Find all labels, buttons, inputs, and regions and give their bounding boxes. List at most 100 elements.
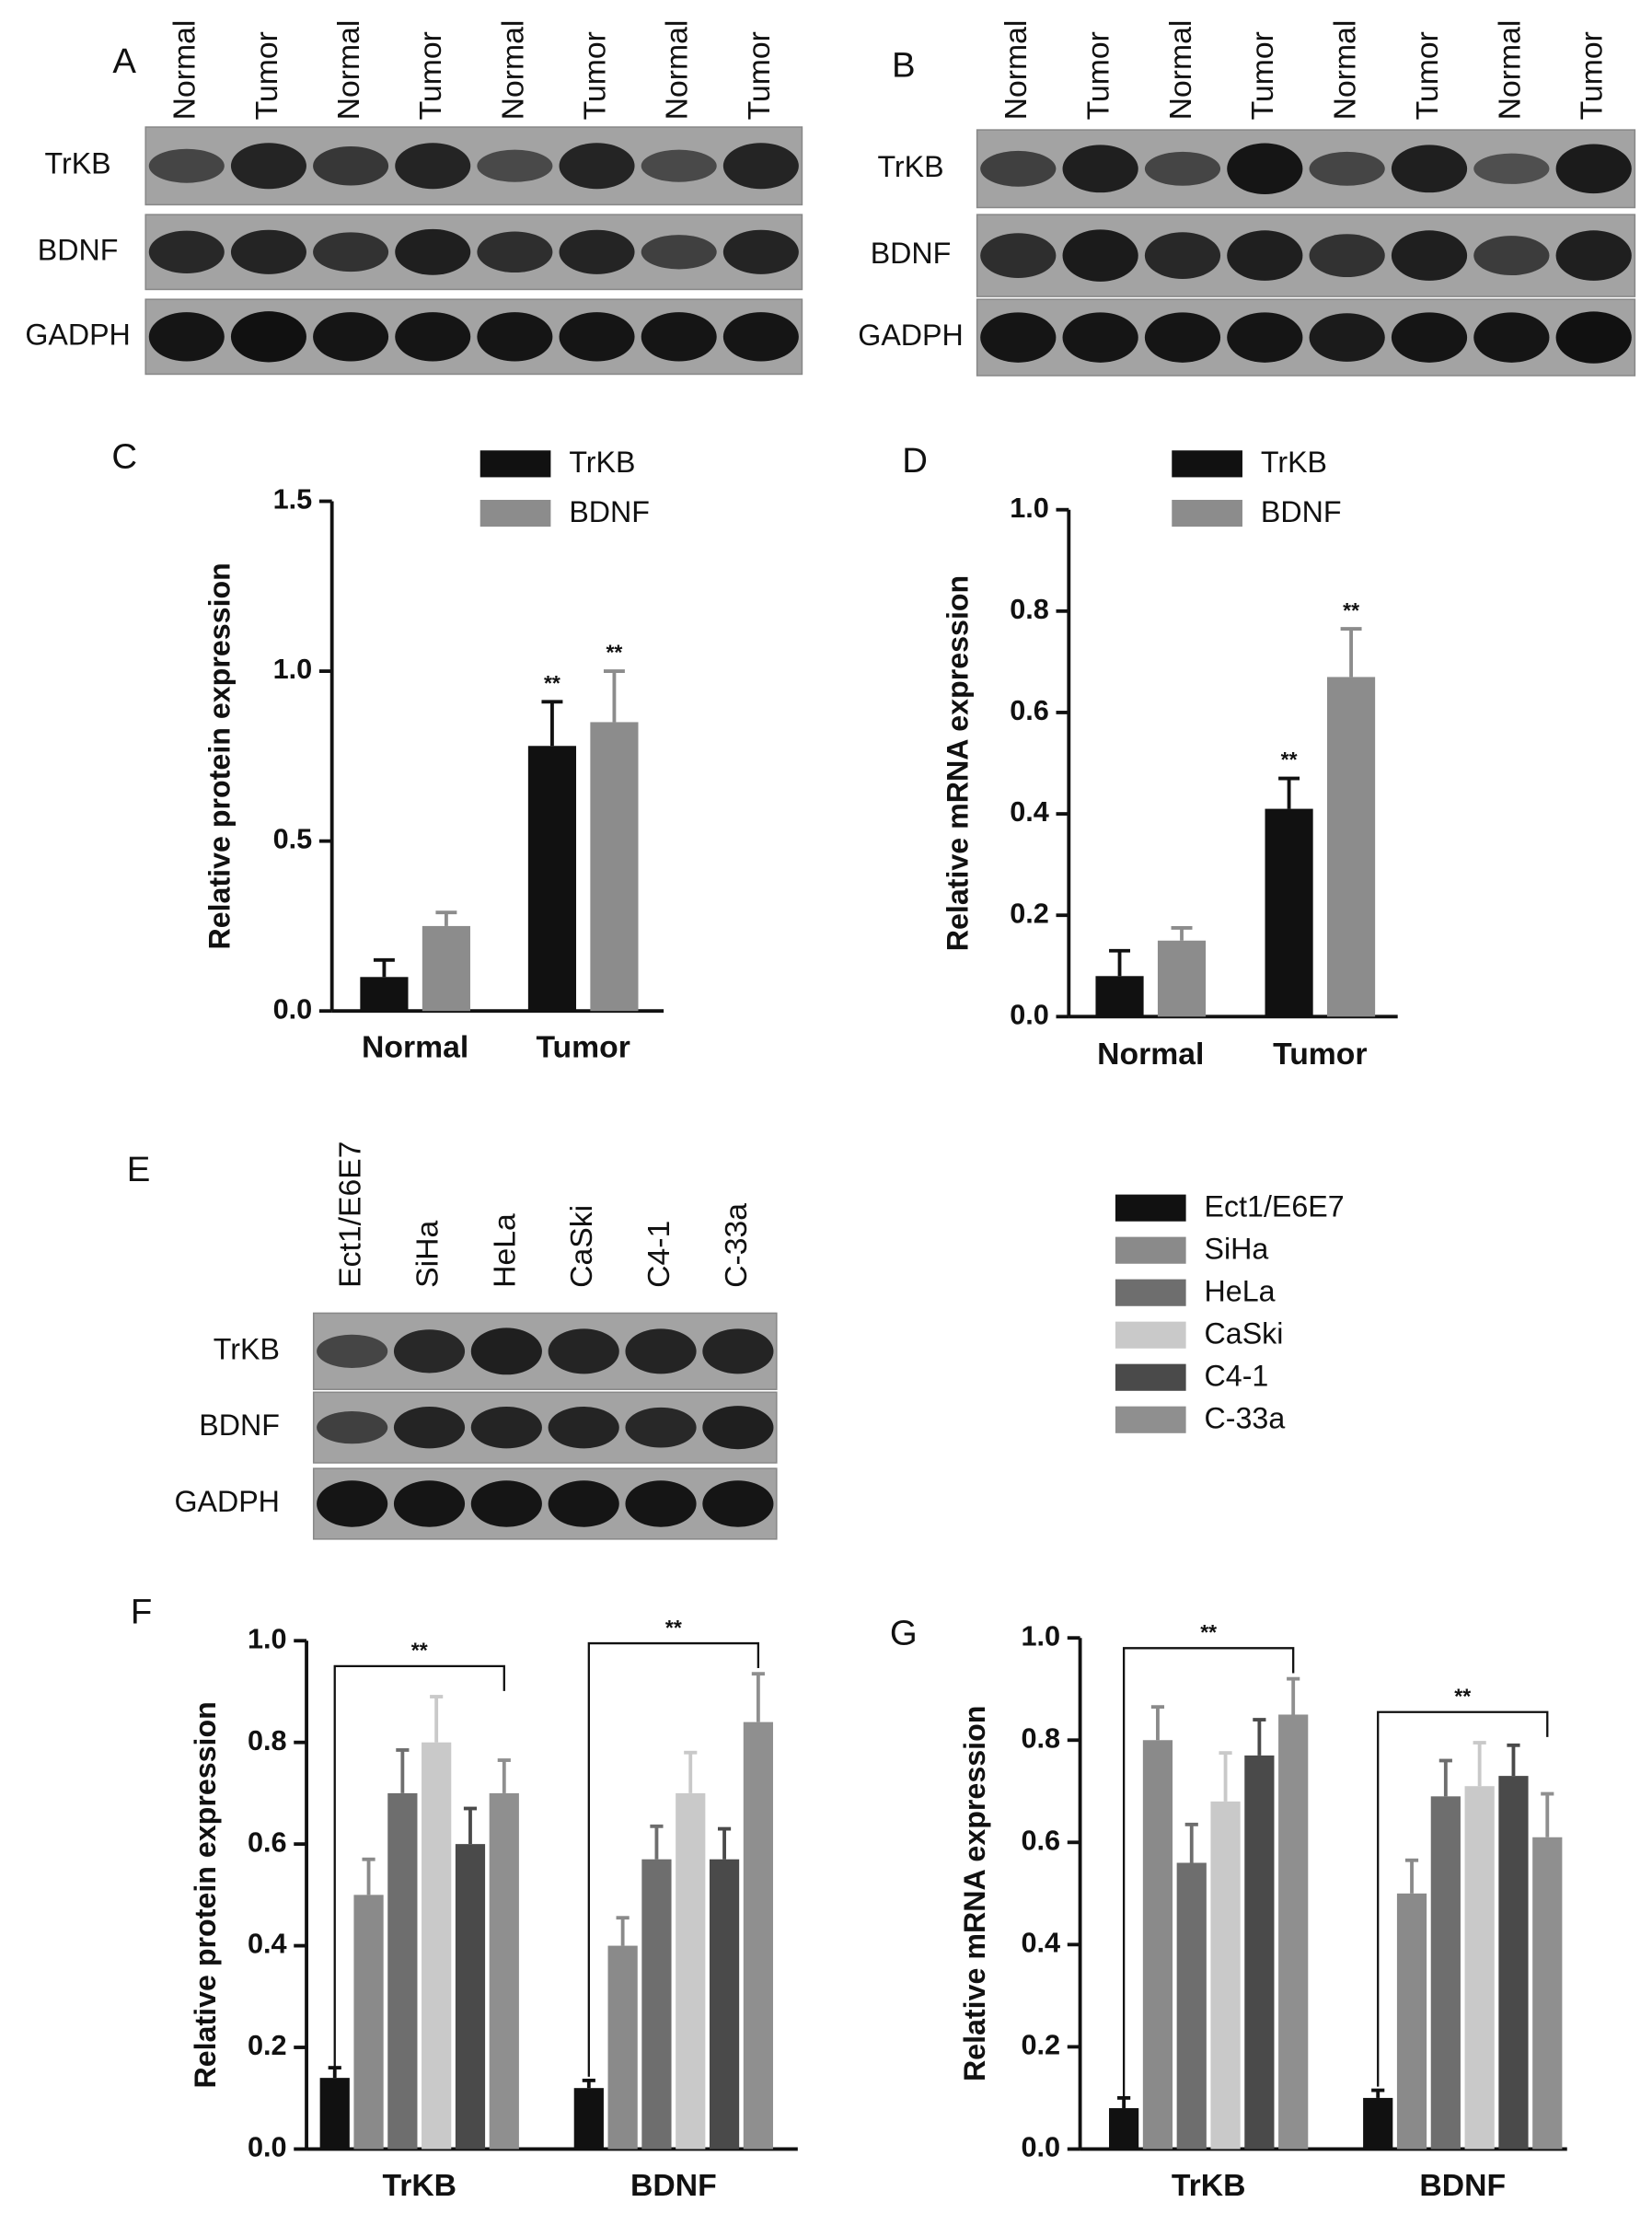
y-tick-label: 1.0 [248,1623,287,1654]
row-label: BDNF [199,1408,280,1442]
y-tick-label: 0.0 [248,2132,287,2163]
row-label: GADPH [858,319,963,352]
band [1391,312,1468,363]
bar [527,746,577,1012]
legend-swatch [1172,450,1242,478]
bar [1095,976,1144,1017]
band [313,312,389,362]
bar [360,977,409,1012]
x-tick-label: TrKB [1172,2168,1246,2203]
y-tick-label: 0.2 [1021,2030,1060,2061]
band [1227,230,1303,281]
bar [1326,677,1376,1017]
y-tick-label: 0.2 [1010,898,1049,929]
blot-strip [312,1391,778,1464]
y-tick-label: 1.0 [273,654,313,685]
bar [1142,1740,1173,2150]
significance: ** [1200,1620,1217,1644]
y-tick-label: 0.0 [1010,999,1049,1030]
band [477,149,553,182]
band [393,1329,466,1374]
band [980,233,1057,278]
lane-label: Tumor [249,31,284,120]
legend-swatch [1115,1321,1186,1349]
x-tick-label: Tumor [536,1030,630,1065]
band [1473,153,1550,184]
legend-label: BDNF [1261,495,1342,528]
band [548,1480,619,1527]
lane-label: C4-1 [641,1221,676,1288]
bar [422,1742,452,2150]
y-tick-label: 0.2 [248,2030,287,2061]
band [641,149,717,182]
bar [1532,1837,1563,2150]
lane-label: Normal [168,20,202,121]
band [1227,143,1303,195]
blot-strip [312,1467,778,1540]
band [470,1480,542,1527]
row-label: BDNF [38,233,119,266]
bar [1363,2097,1393,2150]
legend-swatch [479,499,551,527]
x-tick-label: BDNF [630,2168,717,2203]
y-tick-label: 0.4 [1021,1927,1060,1958]
band [625,1328,697,1374]
band [559,312,635,362]
row-label: TrKB [45,147,111,180]
lane-label: SiHa [410,1220,445,1287]
band [722,229,799,274]
band [980,312,1057,363]
band [393,1406,466,1449]
band [395,312,471,362]
band [1062,145,1138,193]
band [230,229,306,274]
band [1555,311,1632,364]
blot-strip [312,1312,778,1391]
lane-label: Tumor [742,31,777,120]
row-label: TrKB [877,150,943,183]
legend-label: BDNF [569,495,650,528]
significance: ** [1454,1684,1471,1708]
band [702,1328,774,1374]
band [1309,313,1385,362]
lane-label: Tumor [1410,31,1445,120]
band [1062,312,1138,363]
x-tick-label: Normal [1097,1037,1204,1072]
band [625,1407,697,1448]
band [230,143,306,190]
significance: ** [665,1616,682,1640]
bar [1498,1776,1529,2150]
y-axis-label: Relative mRNA expression [958,1706,991,2081]
lane-label: Normal [1492,20,1527,121]
bar [607,1945,638,2150]
lane-label: Normal [1163,20,1198,121]
lane-label: Normal [999,20,1034,121]
bar [455,1844,486,2150]
bar [1464,1786,1495,2150]
legend-label: CaSki [1205,1316,1284,1350]
band [1309,234,1385,278]
significance: ** [606,641,622,665]
legend-label: SiHa [1205,1232,1269,1265]
band [980,150,1057,187]
lane-label: C-33a [719,1203,754,1288]
legend-swatch [479,450,551,478]
lane-label: Tumor [1245,31,1280,120]
x-tick-label: TrKB [382,2168,456,2203]
band [722,312,799,362]
bar [641,1859,672,2150]
bar [1278,1714,1309,2150]
row-label: TrKB [214,1332,280,1365]
panel-label: A [112,41,136,81]
bar [1210,1801,1241,2150]
legend-label: Ect1/E6E7 [1205,1189,1345,1223]
y-axis-label: Relative protein expression [189,1701,222,2088]
panel-label: B [892,46,916,86]
band [702,1406,774,1450]
y-tick-label: 1.0 [1021,1620,1060,1652]
legend-swatch [1115,1194,1186,1222]
band [313,145,389,186]
significance: ** [1343,598,1359,622]
lane-label: Normal [660,20,695,121]
band [722,143,799,190]
